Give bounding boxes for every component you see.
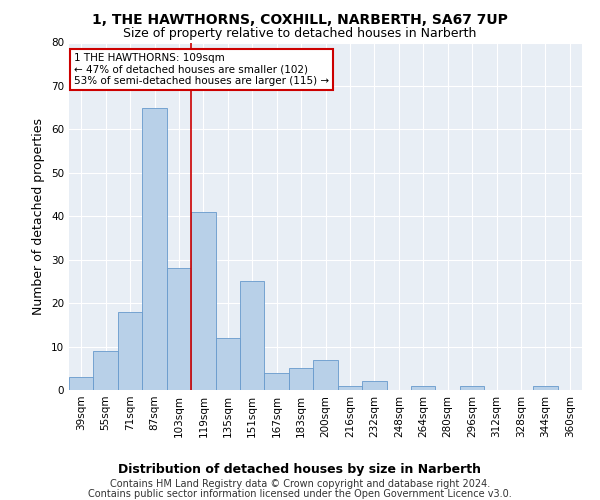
Bar (142, 108, 167, 390)
Text: 1 THE HAWTHORNS: 109sqm
← 47% of detached houses are smaller (102)
53% of semi-d: 1 THE HAWTHORNS: 109sqm ← 47% of detache… (74, 53, 329, 86)
Text: Size of property relative to detached houses in Narberth: Size of property relative to detached ho… (124, 28, 476, 40)
Bar (240, 282, 265, 390)
Bar (69, 377, 94, 390)
Y-axis label: Number of detached properties: Number of detached properties (32, 118, 46, 315)
Bar (191, 212, 215, 390)
Bar (313, 360, 338, 390)
Bar (118, 312, 142, 390)
Text: Contains public sector information licensed under the Open Government Licence v3: Contains public sector information licen… (88, 489, 512, 499)
Bar (167, 268, 191, 390)
Bar (533, 386, 557, 390)
Bar (411, 386, 436, 390)
Text: 1, THE HAWTHORNS, COXHILL, NARBERTH, SA67 7UP: 1, THE HAWTHORNS, COXHILL, NARBERTH, SA6… (92, 12, 508, 26)
Bar (265, 372, 289, 390)
Bar (460, 386, 484, 390)
Bar (338, 386, 362, 390)
Bar (362, 382, 386, 390)
Text: Distribution of detached houses by size in Narberth: Distribution of detached houses by size … (119, 462, 482, 475)
Bar (215, 338, 240, 390)
Bar (94, 351, 118, 390)
Text: Contains HM Land Registry data © Crown copyright and database right 2024.: Contains HM Land Registry data © Crown c… (110, 479, 490, 489)
Bar (289, 368, 313, 390)
